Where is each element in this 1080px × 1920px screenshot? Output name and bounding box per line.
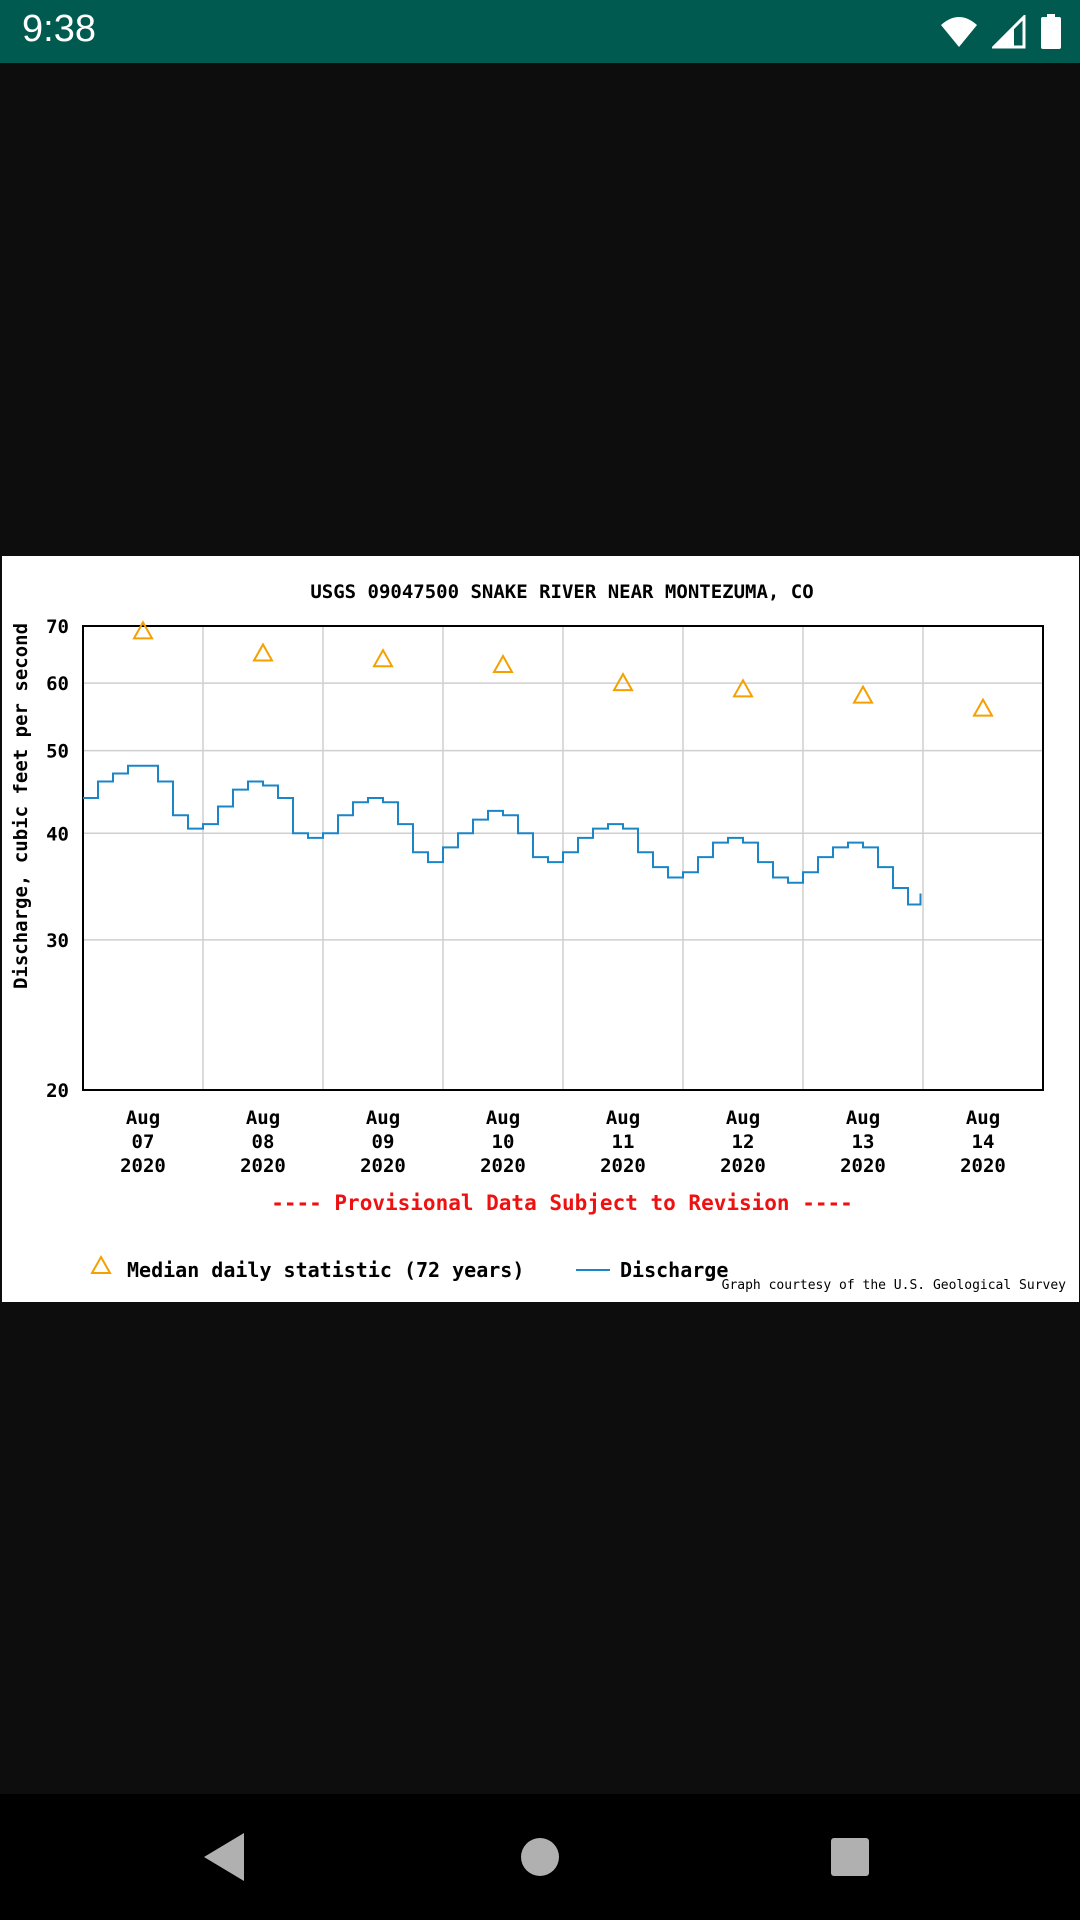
x-tick-label: Aug 14 2020 [960, 1107, 1006, 1177]
legend-median-marker [90, 1254, 112, 1274]
y-tick-label: 40 [46, 823, 69, 845]
series [83, 620, 994, 906]
median-marker [612, 672, 634, 692]
x-tick-label: Aug 11 2020 [600, 1107, 646, 1177]
cell-signal-icon [992, 15, 1026, 49]
median-marker [492, 653, 514, 674]
median-marker [852, 684, 874, 704]
discharge-line [83, 764, 922, 906]
chart-title: USGS 09047500 SNAKE RIVER NEAR MONTEZUMA… [310, 581, 813, 603]
hydrograph-image: USGS 09047500 SNAKE RIVER NEAR MONTEZUMA… [2, 556, 1079, 1302]
x-axis-ticks: Aug 07 2020 Aug 08 2020 Aug 09 2020 Aug 10 2020 Aug 1… [120, 1107, 1006, 1177]
recents-icon[interactable] [820, 1827, 880, 1887]
battery-icon [1041, 14, 1061, 49]
median-marker [132, 620, 154, 640]
status-bar: 9:38 [0, 0, 1080, 63]
x-tick-label: Aug 08 2020 [240, 1107, 286, 1177]
y-axis-label: Discharge, cubic feet per second [10, 623, 32, 989]
x-tick-label: Aug 09 2020 [360, 1107, 406, 1177]
x-tick-label: Aug 10 2020 [480, 1107, 526, 1177]
y-tick-label: 20 [46, 1080, 69, 1102]
legend-median-label: Median daily statistic (72 years) [127, 1258, 524, 1282]
median-marker [732, 678, 754, 698]
y-tick-label: 60 [46, 673, 69, 695]
y-tick-label: 70 [46, 616, 69, 638]
y-tick-label: 30 [46, 930, 69, 952]
x-tick-label: Aug 12 2020 [720, 1107, 766, 1177]
plot-frame [82, 625, 1044, 1091]
grid [83, 626, 1043, 1090]
x-tick-label: Aug 13 2020 [840, 1107, 886, 1177]
navigation-bar [0, 1794, 1080, 1920]
status-icons [940, 12, 1062, 52]
legend-discharge-label: Discharge [620, 1258, 728, 1282]
status-time: 9:38 [22, 8, 96, 50]
x-tick-label: Aug 07 2020 [120, 1107, 166, 1177]
y-tick-label: 50 [46, 741, 69, 763]
median-marker [372, 648, 394, 668]
usgs-credit: Graph courtesy of the U.S. Geological Su… [722, 1278, 1067, 1293]
median-marker [972, 697, 994, 717]
y-axis-ticks: 20 30 40 50 60 70 [46, 616, 69, 1102]
home-icon[interactable] [510, 1827, 570, 1887]
legend: Median daily statistic (72 years) Dischar… [90, 1254, 728, 1282]
median-marker [252, 642, 274, 662]
back-icon[interactable] [194, 1827, 254, 1887]
provisional-data-note: ---- Provisional Data Subject to Revisio… [271, 1191, 853, 1215]
wifi-icon [941, 17, 977, 47]
hydrograph-chart: USGS 09047500 SNAKE RIVER NEAR MONTEZUMA… [10, 581, 1067, 1293]
